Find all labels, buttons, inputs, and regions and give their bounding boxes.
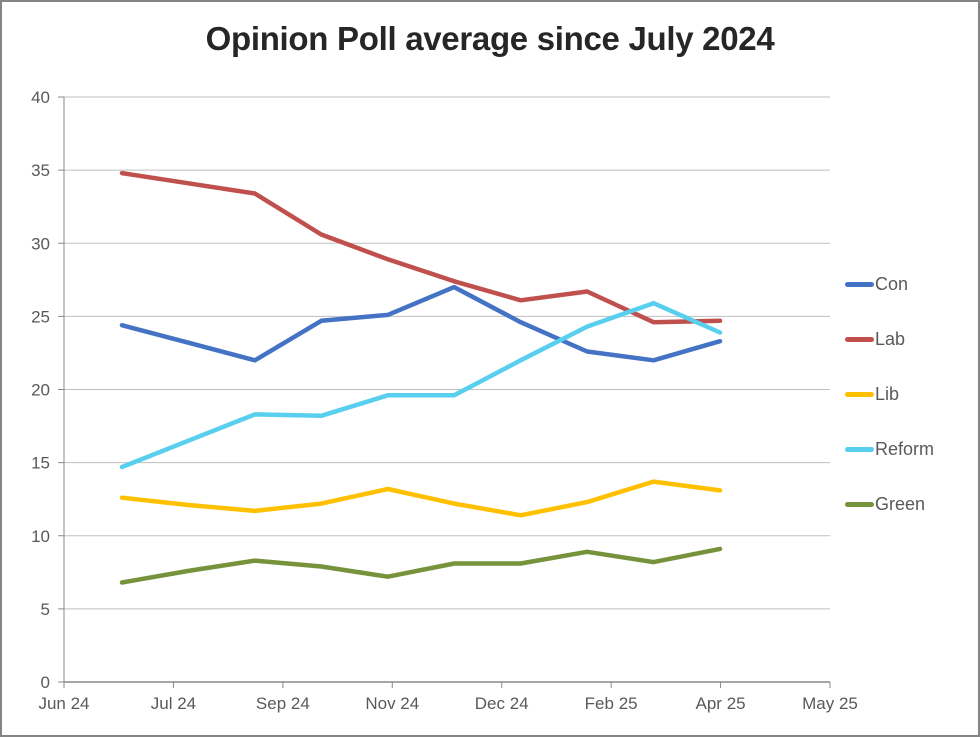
legend-label-lab: Lab xyxy=(875,328,906,349)
y-axis-label: 40 xyxy=(31,88,50,107)
legend-swatch-lib xyxy=(845,391,874,397)
x-axis-label: Sep 24 xyxy=(256,694,310,713)
y-axis-label: 15 xyxy=(31,454,50,473)
legend-item-reform: Reform xyxy=(845,438,934,460)
legend-swatch-reform xyxy=(845,446,874,452)
legend-label-green: Green xyxy=(875,493,926,514)
legend-swatch-con xyxy=(845,281,874,287)
legend: Con Lab Lib Reform Green xyxy=(845,273,934,515)
y-axis-label: 5 xyxy=(41,600,50,619)
y-axis-label: 25 xyxy=(31,307,50,326)
legend-label-con: Con xyxy=(875,273,909,294)
x-axis-label: May 25 xyxy=(802,694,858,713)
legend-item-green: Green xyxy=(845,493,934,515)
x-axis-label: Dec 24 xyxy=(475,694,529,713)
legend-swatch-green xyxy=(845,501,874,507)
x-axis-label: Feb 25 xyxy=(585,694,638,713)
legend-item-con: Con xyxy=(845,273,934,295)
series-line-con xyxy=(119,284,723,363)
series-line-green xyxy=(119,546,723,585)
y-axis-label: 35 xyxy=(31,161,50,180)
legend-item-lab: Lab xyxy=(845,328,934,350)
legend-swatch-lab xyxy=(845,336,874,342)
legend-item-lib: Lib xyxy=(845,383,934,405)
x-axis-label: Nov 24 xyxy=(365,694,419,713)
legend-label-reform: Reform xyxy=(875,438,935,459)
x-axis-label: Jun 24 xyxy=(38,694,89,713)
y-axis-label: 20 xyxy=(31,381,50,400)
y-axis-label: 10 xyxy=(31,527,50,546)
series-line-lab xyxy=(119,170,723,325)
series-line-lib xyxy=(119,479,723,518)
y-axis-label: 30 xyxy=(31,234,50,253)
series-line-reform xyxy=(119,300,723,470)
chart-title: Opinion Poll average since July 2024 xyxy=(205,20,775,57)
y-axis-label: 0 xyxy=(41,673,50,692)
legend-label-lib: Lib xyxy=(875,383,900,404)
x-axis-label: Jul 24 xyxy=(151,694,196,713)
x-axis-label: Apr 25 xyxy=(696,694,746,713)
